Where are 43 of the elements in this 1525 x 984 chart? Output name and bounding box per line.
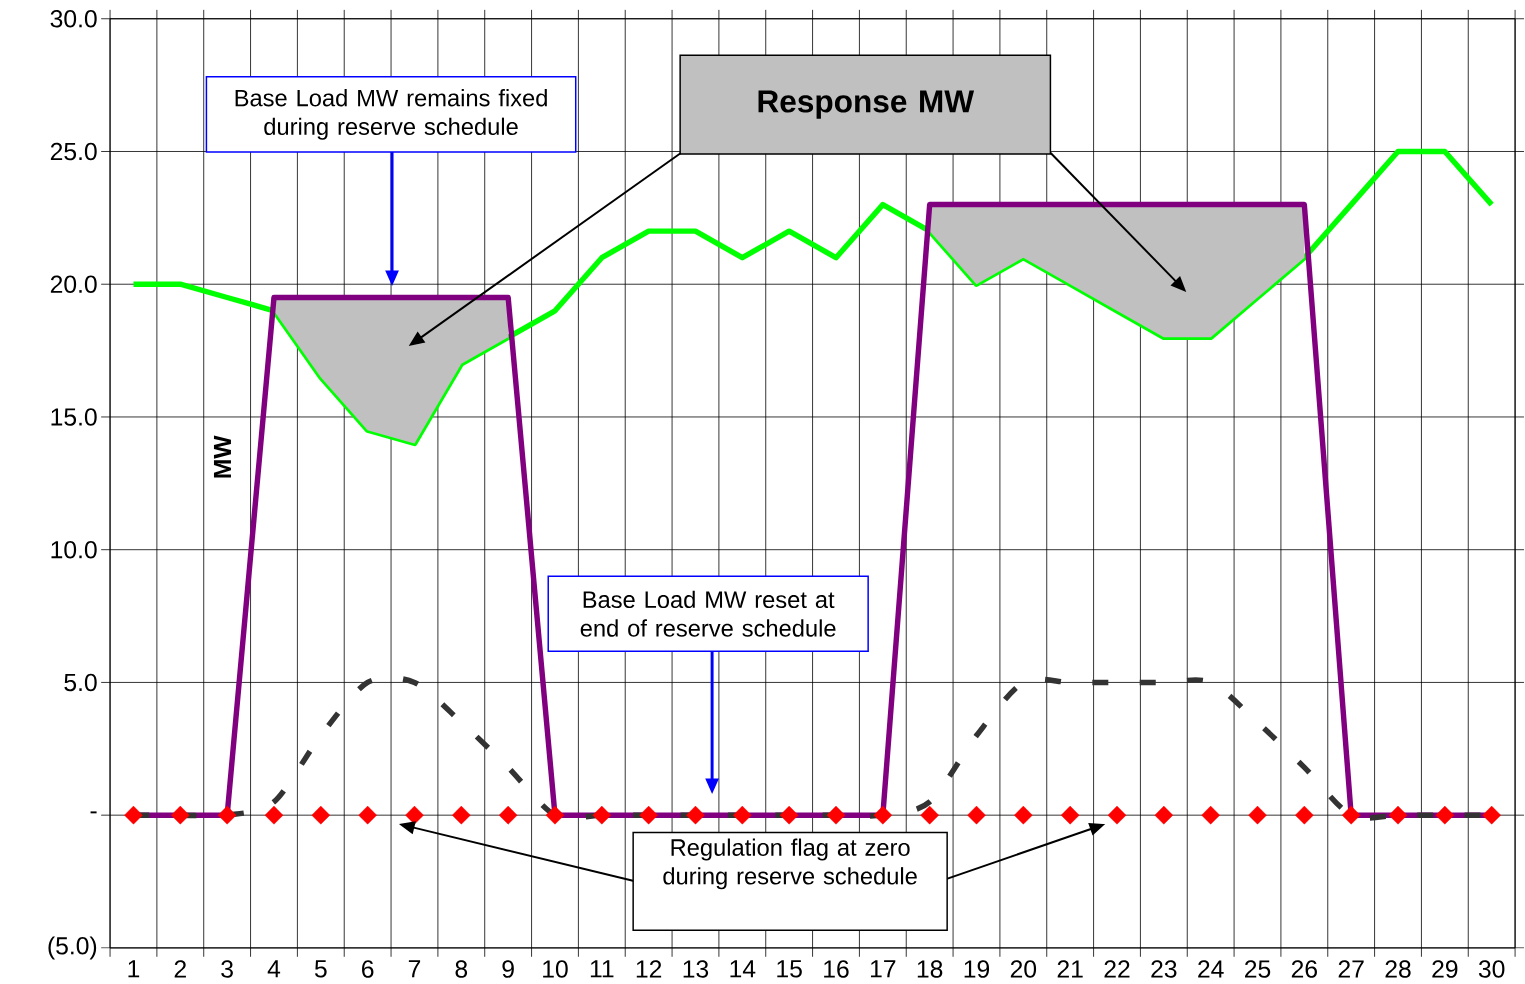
x-tick-label: 8 <box>455 960 468 978</box>
y-tick-label: 10.0 <box>51 540 97 559</box>
x-tick-label: 16 <box>824 960 849 978</box>
y-tick-label: (5.0) <box>48 936 97 960</box>
annotation: Response MW <box>758 90 975 119</box>
x-tick-label: 29 <box>1432 960 1458 978</box>
annotation: Base Load MW reset at end of reserve schedule <box>580 590 836 637</box>
x-tick-label: 3 <box>221 960 233 978</box>
x-tick-label: 7 <box>408 960 421 978</box>
x-tick-label: 24 <box>1198 960 1224 978</box>
y-tick-label: 5.0 <box>64 673 97 691</box>
x-tick-label: 18 <box>917 960 943 978</box>
y-tick-label: - <box>90 811 97 814</box>
y-tick-label: 30.0 <box>50 9 97 28</box>
y-tick-label: 20.0 <box>50 275 97 293</box>
x-tick-label: 25 <box>1245 960 1271 978</box>
x-tick-label: 21 <box>1057 960 1083 978</box>
x-tick-label: 23 <box>1151 960 1177 978</box>
x-tick-label: 2 <box>174 960 186 978</box>
annotation: Base Load MW remains fixed during reserve schedule <box>235 88 547 140</box>
x-tick-label: 1 <box>128 960 140 978</box>
x-tick-label: 12 <box>636 960 662 978</box>
x-tick-label: 27 <box>1338 960 1364 978</box>
x-tick-label: 11 <box>590 960 614 978</box>
y-tick-label: 25.0 <box>50 142 97 161</box>
x-tick-label: 20 <box>1010 960 1037 978</box>
x-tick-label: 4 <box>267 960 281 978</box>
annotation: Regulation flag at zero during reserve schedule <box>663 838 917 890</box>
x-tick-label: 22 <box>1104 960 1130 978</box>
y-axis-title: MW <box>213 435 231 478</box>
x-tick-label: 6 <box>362 960 374 978</box>
x-tick-label: 19 <box>964 960 990 978</box>
x-tick-label: 26 <box>1291 960 1317 978</box>
x-tick-label: 30 <box>1478 960 1505 978</box>
x-tick-label: 10 <box>543 960 568 978</box>
x-tick-label: 9 <box>502 960 514 978</box>
x-tick-label: 5 <box>314 960 327 978</box>
y-tick-label: 15.0 <box>51 408 97 426</box>
x-tick-label: 17 <box>870 960 896 978</box>
x-tick-label: 13 <box>683 960 709 978</box>
x-tick-label: 15 <box>777 960 802 978</box>
x-tick-label: 28 <box>1385 960 1411 978</box>
x-tick-label: 14 <box>730 960 756 978</box>
